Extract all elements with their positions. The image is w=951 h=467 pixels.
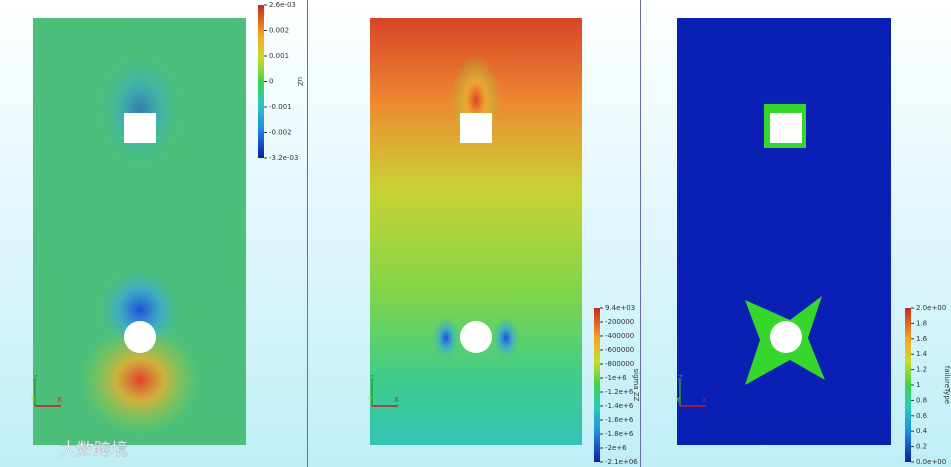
triad-label: Y [367, 396, 373, 404]
colorbar-tick-label: -1.4e+6 [605, 402, 634, 410]
colorbar-tick-label: 9.4e+03 [605, 304, 635, 312]
watermark: 大数跨境 [60, 440, 128, 460]
colorbar-tick-label: 2.0e+00 [916, 304, 946, 312]
colorbar-title: failureType [943, 366, 951, 404]
colorbar-tick-label: 0.6 [916, 412, 928, 420]
hole [124, 321, 156, 353]
colorbar-tick-label: -1.8e+6 [605, 430, 634, 438]
triad-label: X [57, 396, 62, 404]
colorbar-tick-label: -0.001 [269, 103, 292, 111]
colorbar-tick-label: -2.1e+06 [605, 458, 638, 466]
triad-label: Z [370, 374, 375, 382]
colorbar-tick-label: -2e+6 [605, 444, 627, 452]
colorbar-tick-label: 0.001 [269, 52, 289, 60]
colorbar-title: uZ [296, 77, 304, 86]
hole [770, 113, 802, 143]
colorbar [905, 308, 911, 462]
colorbar-tick-label: -800000 [605, 360, 634, 368]
triad-label: Y [675, 396, 681, 404]
colorbar-tick-label: -1.6e+6 [605, 416, 634, 424]
field [432, 316, 460, 360]
field [492, 316, 520, 360]
triad-label: Z [678, 374, 683, 382]
colorbar-tick-label: 0.2 [916, 443, 927, 451]
colorbar-tick-label: 1 [916, 381, 920, 389]
colorbar-tick-label: 0.002 [269, 27, 289, 35]
colorbar-tick-label: -200000 [605, 318, 634, 326]
colorbar-tick-label: 1.2 [916, 366, 927, 374]
colorbar [258, 5, 264, 158]
colorbar-tick-label: 1.8 [916, 319, 927, 327]
triad-label: Z [33, 374, 38, 382]
field [95, 50, 185, 170]
colorbar-tick-label: -0.002 [269, 129, 292, 137]
triad-label: X [394, 396, 399, 404]
colorbar-title: sigma ZZ [632, 369, 640, 402]
field [677, 18, 891, 445]
triad-label: Y [30, 396, 36, 404]
colorbar-tick-label: 0.4 [916, 427, 928, 435]
colorbar [594, 308, 600, 462]
hole [460, 113, 492, 143]
colorbar-tick-label: -400000 [605, 332, 634, 340]
colorbar-tick-label: -1.2e+6 [605, 388, 634, 396]
hole [770, 321, 802, 353]
colorbar-tick-label: -600000 [605, 346, 634, 354]
colorbar-tick-label: 0 [269, 78, 273, 86]
hole [460, 321, 492, 353]
hole [124, 113, 156, 143]
colorbar-tick-label: 0.0e+00 [916, 458, 946, 466]
panel-uz [33, 18, 246, 445]
panel-sigma [370, 18, 582, 445]
colorbar-tick-label: -1e+6 [605, 374, 627, 382]
colorbar-tick-label: 2.6e-03 [269, 1, 296, 9]
triad-label: X [702, 396, 707, 404]
field [80, 325, 200, 435]
panel-failure [677, 18, 891, 445]
colorbar-tick-label: 0.8 [916, 396, 927, 404]
colorbar-tick-label: 1.4 [916, 350, 928, 358]
colorbar-tick-label: -3.2e-03 [269, 154, 298, 162]
colorbar-tick-label: 1.6 [916, 335, 928, 343]
